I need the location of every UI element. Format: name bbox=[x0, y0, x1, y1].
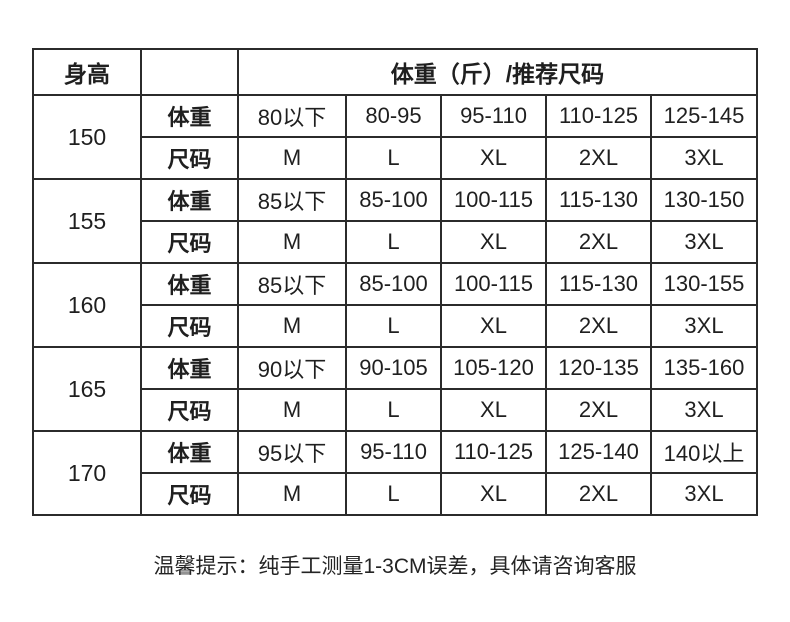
weight-row-150: 150 体重 80以下 80-95 95-110 110-125 125-145 bbox=[32, 94, 758, 180]
weight-range-cell: 95-110 bbox=[440, 94, 547, 138]
size-row-160: 尺码 M L XL 2XL 3XL bbox=[33, 304, 758, 348]
weight-range-cell: 100-115 bbox=[440, 178, 547, 222]
size-cell: L bbox=[345, 136, 442, 180]
size-row-165: 尺码 M L XL 2XL 3XL bbox=[33, 388, 758, 432]
height-cell-155: 155 bbox=[32, 178, 142, 264]
size-cell: XL bbox=[440, 304, 547, 348]
size-row-label: 尺码 bbox=[140, 472, 239, 516]
weight-range-cell: 100-115 bbox=[440, 262, 547, 306]
weight-range-cell: 130-155 bbox=[650, 262, 758, 306]
weight-row-label: 体重 bbox=[140, 178, 239, 222]
weight-range-cell: 125-145 bbox=[650, 94, 758, 138]
size-row-label: 尺码 bbox=[140, 388, 239, 432]
weight-range-cell: 140以上 bbox=[650, 430, 758, 474]
size-cell: M bbox=[237, 304, 347, 348]
weight-row-label: 体重 bbox=[140, 346, 239, 390]
height-cell-165: 165 bbox=[32, 346, 142, 432]
height-cell-160: 160 bbox=[32, 262, 142, 348]
size-cell: 2XL bbox=[545, 388, 652, 432]
size-cell: 2XL bbox=[545, 136, 652, 180]
weight-range-cell: 120-135 bbox=[545, 346, 652, 390]
size-cell: 2XL bbox=[545, 220, 652, 264]
size-row-label: 尺码 bbox=[140, 220, 239, 264]
weight-range-cell: 135-160 bbox=[650, 346, 758, 390]
size-cell: 2XL bbox=[545, 472, 652, 516]
weight-row-label: 体重 bbox=[140, 262, 239, 306]
weight-range-cell: 130-150 bbox=[650, 178, 758, 222]
size-cell: L bbox=[345, 304, 442, 348]
weight-row-label: 体重 bbox=[140, 430, 239, 474]
size-row-170: 尺码 M L XL 2XL 3XL bbox=[33, 472, 758, 516]
size-cell: 3XL bbox=[650, 472, 758, 516]
header-height-label: 身高 bbox=[32, 48, 142, 96]
size-cell: 3XL bbox=[650, 304, 758, 348]
weight-range-cell: 90以下 bbox=[237, 346, 347, 390]
weight-range-cell: 115-130 bbox=[545, 178, 652, 222]
weight-range-cell: 110-125 bbox=[545, 94, 652, 138]
size-cell: M bbox=[237, 220, 347, 264]
weight-range-cell: 85以下 bbox=[237, 262, 347, 306]
weight-range-cell: 80以下 bbox=[237, 94, 347, 138]
weight-row-155: 155 体重 85以下 85-100 100-115 115-130 130-1… bbox=[32, 178, 758, 264]
weight-range-cell: 85-100 bbox=[345, 178, 442, 222]
size-cell: M bbox=[237, 472, 347, 516]
size-cell: XL bbox=[440, 220, 547, 264]
size-cell: L bbox=[345, 388, 442, 432]
size-chart-table: 身高 体重（斤）/推荐尺码 150 体重 80以下 80-95 95-110 1… bbox=[32, 48, 758, 516]
weight-range-cell: 95以下 bbox=[237, 430, 347, 474]
size-row-150: 尺码 M L XL 2XL 3XL bbox=[33, 136, 758, 180]
size-cell: M bbox=[237, 136, 347, 180]
size-cell: 3XL bbox=[650, 136, 758, 180]
weight-range-cell: 85-100 bbox=[345, 262, 442, 306]
size-cell: L bbox=[345, 472, 442, 516]
weight-range-cell: 115-130 bbox=[545, 262, 652, 306]
header-weight-size-label: 体重（斤）/推荐尺码 bbox=[237, 48, 758, 96]
weight-row-label: 体重 bbox=[140, 94, 239, 138]
size-cell: L bbox=[345, 220, 442, 264]
height-cell-170: 170 bbox=[32, 430, 142, 516]
weight-range-cell: 90-105 bbox=[345, 346, 442, 390]
weight-range-cell: 105-120 bbox=[440, 346, 547, 390]
weight-row-170: 170 体重 95以下 95-110 110-125 125-140 140以上 bbox=[32, 430, 758, 516]
footer-note: 温馨提示：纯手工测量1-3CM误差，具体请咨询客服 bbox=[153, 555, 637, 578]
size-cell: M bbox=[237, 388, 347, 432]
size-cell: XL bbox=[440, 388, 547, 432]
size-row-label: 尺码 bbox=[140, 304, 239, 348]
weight-range-cell: 110-125 bbox=[440, 430, 547, 474]
size-row-155: 尺码 M L XL 2XL 3XL bbox=[33, 220, 758, 264]
table-header-row: 身高 体重（斤）/推荐尺码 bbox=[32, 48, 758, 96]
weight-range-cell: 125-140 bbox=[545, 430, 652, 474]
weight-row-165: 165 体重 90以下 90-105 105-120 120-135 135-1… bbox=[32, 346, 758, 432]
size-cell: 3XL bbox=[650, 220, 758, 264]
weight-row-160: 160 体重 85以下 85-100 100-115 115-130 130-1… bbox=[32, 262, 758, 348]
size-cell: XL bbox=[440, 136, 547, 180]
size-cell: XL bbox=[440, 472, 547, 516]
header-empty-cell bbox=[140, 48, 239, 96]
size-cell: 2XL bbox=[545, 304, 652, 348]
weight-range-cell: 80-95 bbox=[345, 94, 442, 138]
height-cell-150: 150 bbox=[32, 94, 142, 180]
size-row-label: 尺码 bbox=[140, 136, 239, 180]
weight-range-cell: 85以下 bbox=[237, 178, 347, 222]
weight-range-cell: 95-110 bbox=[345, 430, 442, 474]
size-cell: 3XL bbox=[650, 388, 758, 432]
